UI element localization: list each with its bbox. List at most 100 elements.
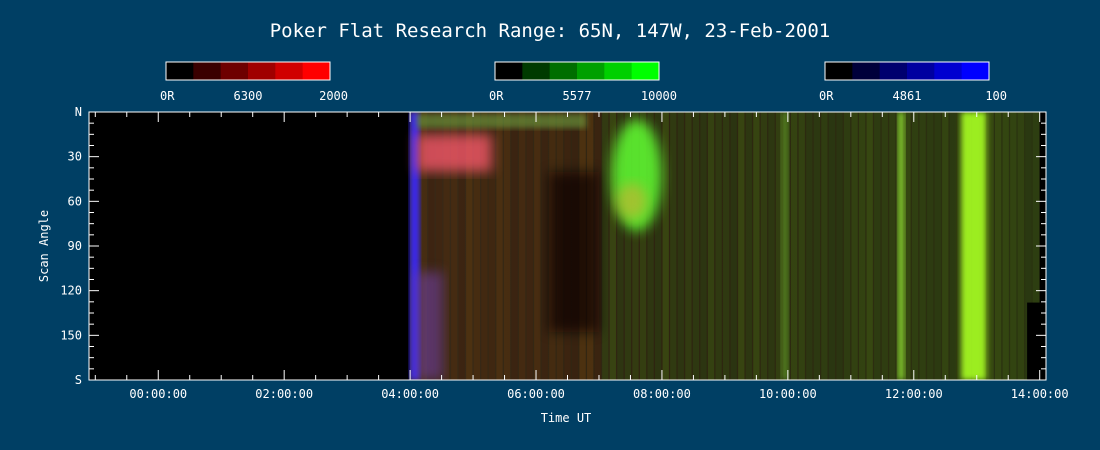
colorbar-swatch	[193, 62, 222, 80]
emission-stripe	[435, 112, 443, 380]
colorbar-legend: 0R 6300 2000 0R 5577 10000 0R 4861 100	[160, 61, 1007, 103]
emission-feature-purple-tail	[414, 272, 444, 380]
emission-stripe	[821, 112, 828, 380]
emission-stripe	[1017, 112, 1024, 380]
emission-stripe	[942, 112, 949, 380]
colorbar-swatch	[302, 62, 331, 80]
x-tick-label: 06:00:00	[507, 387, 565, 401]
emission-stripe	[745, 112, 752, 380]
colorbar-min-label: 0R	[160, 89, 175, 103]
emission-stripe	[503, 112, 511, 380]
emission-stripe	[420, 112, 428, 380]
emission-stripe	[466, 112, 473, 380]
colorbar-swatch	[522, 62, 551, 80]
colorbar-swatch	[248, 62, 276, 80]
emission-stripe	[813, 112, 820, 380]
emission-stripe	[911, 112, 919, 380]
emission-stripe	[866, 112, 873, 380]
emission-stripe	[715, 112, 722, 380]
colorbar-5577: 0R 5577 10000	[489, 61, 677, 103]
chart-title: Poker Flat Research Range: 65N, 147W, 23…	[270, 20, 831, 42]
colorbar-swatch	[166, 62, 194, 80]
colorbar-swatch	[220, 62, 249, 80]
colorbar-max-label: 2000	[319, 89, 348, 103]
emission-stripe	[723, 112, 730, 380]
x-tick-label: 14:00:00	[1011, 387, 1069, 401]
colorbar-6300: 0R 6300 2000	[160, 61, 348, 103]
emission-feature-green-band	[898, 112, 905, 380]
x-tick-label: 10:00:00	[759, 387, 817, 401]
x-tick-label: 08:00:00	[633, 387, 691, 401]
colorbar-max-label: 100	[985, 89, 1007, 103]
emission-stripe	[738, 112, 745, 380]
emission-stripe	[473, 112, 480, 380]
y-axis: N 30 60 90 120 150 S	[60, 105, 1046, 387]
emission-stripe	[859, 112, 866, 380]
colorbar-swatch	[549, 62, 578, 80]
colorbar-frame	[165, 61, 331, 81]
emission-feature-green-band	[961, 112, 987, 380]
y-axis-label: Scan Angle	[37, 210, 51, 282]
colorbar-swatch	[852, 62, 881, 80]
emission-stripe	[828, 112, 836, 380]
x-axis-label: Time UT	[541, 411, 592, 425]
colorbar-swatch	[631, 62, 660, 80]
y-tick-label: 90	[68, 239, 82, 253]
y-tick-label: S	[75, 373, 82, 387]
colorbar-swatch	[961, 62, 990, 80]
emission-stripe	[791, 112, 798, 380]
emission-stripe	[889, 112, 896, 380]
emission-stripe	[639, 112, 647, 380]
emission-stripe	[488, 112, 496, 380]
y-tick-label: 60	[68, 194, 82, 208]
emission-feature-blue-band	[410, 112, 420, 380]
emission-stripe	[798, 112, 805, 380]
colorbar-swatch	[604, 62, 633, 80]
colorbar-max-label: 10000	[641, 89, 677, 103]
emission-stripe	[851, 112, 858, 380]
emission-feature-green-band	[781, 112, 788, 380]
x-tick-label: 00:00:00	[129, 387, 187, 401]
emission-stripe	[670, 112, 677, 380]
emission-stripe	[624, 112, 632, 380]
emission-stripe	[662, 112, 669, 380]
x-tick-label: 02:00:00	[255, 387, 313, 401]
emission-stripe	[987, 112, 994, 380]
emission-stripe	[677, 112, 684, 380]
emission-stripe	[700, 112, 707, 380]
emission-stripe	[768, 112, 775, 380]
emission-stripe	[1032, 112, 1040, 380]
emission-stripe	[511, 112, 518, 380]
emission-stripe	[753, 112, 760, 380]
emission-stripe	[775, 112, 783, 380]
colorbar-mid-label: 5577	[563, 89, 592, 103]
emission-stripe	[949, 112, 956, 380]
emission-stripe	[451, 112, 458, 380]
colorbar-swatch	[825, 62, 853, 80]
emission-stripe	[617, 112, 624, 380]
y-tick-label: 120	[60, 284, 82, 298]
emission-stripe	[458, 112, 465, 380]
emission-stripe	[957, 112, 964, 380]
emission-stripe	[632, 112, 639, 380]
colorbar-min-label: 0R	[489, 89, 504, 103]
emission-stripe	[534, 112, 541, 380]
colorbar-frame	[494, 61, 660, 81]
emission-stripe	[685, 112, 692, 380]
colorbar-mid-label: 6300	[234, 89, 263, 103]
colorbar-mid-label: 4861	[893, 89, 922, 103]
x-tick-label: 04:00:00	[381, 387, 439, 401]
y-tick-label: 150	[60, 328, 82, 342]
emission-stripe	[919, 112, 926, 380]
colorbar-swatch	[934, 62, 963, 80]
colorbar-swatch	[495, 62, 523, 80]
emission-stripe	[760, 112, 768, 380]
emission-stripe	[609, 112, 616, 380]
colorbar-swatch	[879, 62, 908, 80]
emission-stripe	[995, 112, 1002, 380]
emission-stripe	[655, 112, 662, 380]
emission-feature-yellow-core	[616, 183, 647, 220]
emission-stripe	[874, 112, 881, 380]
